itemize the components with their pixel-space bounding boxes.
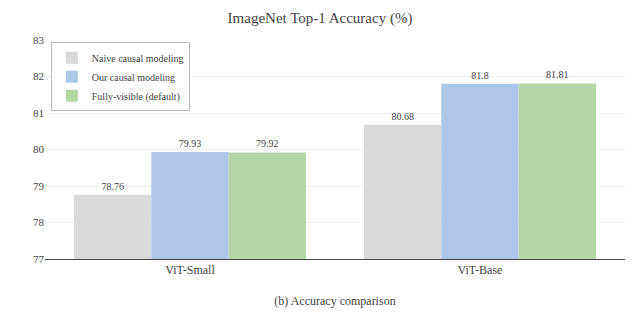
svg-text:77: 77	[33, 253, 45, 265]
svg-text:81: 81	[33, 107, 44, 119]
svg-text:ViT-Base: ViT-Base	[458, 263, 503, 277]
svg-text:ViT-Small: ViT-Small	[165, 263, 215, 277]
svg-text:79.92: 79.92	[256, 138, 279, 149]
svg-text:(b) Accuracy comparison: (b) Accuracy comparison	[274, 294, 395, 308]
svg-text:79: 79	[33, 180, 45, 192]
svg-text:Fully-visible (default): Fully-visible (default)	[92, 91, 180, 103]
svg-text:81.81: 81.81	[546, 69, 569, 80]
svg-text:80.68: 80.68	[391, 111, 414, 122]
svg-text:78.76: 78.76	[101, 181, 124, 192]
svg-text:81.8: 81.8	[471, 70, 489, 81]
svg-text:82: 82	[33, 70, 44, 82]
svg-text:79.93: 79.93	[179, 138, 202, 149]
svg-text:80: 80	[33, 143, 45, 155]
svg-text:Our causal modeling: Our causal modeling	[92, 72, 175, 83]
svg-text:Naive causal modeling: Naive causal modeling	[92, 53, 184, 64]
svg-text:83: 83	[33, 34, 45, 46]
svg-text:ImageNet Top-1 Accuracy (%): ImageNet Top-1 Accuracy (%)	[228, 10, 413, 27]
svg-text:78: 78	[33, 216, 45, 228]
